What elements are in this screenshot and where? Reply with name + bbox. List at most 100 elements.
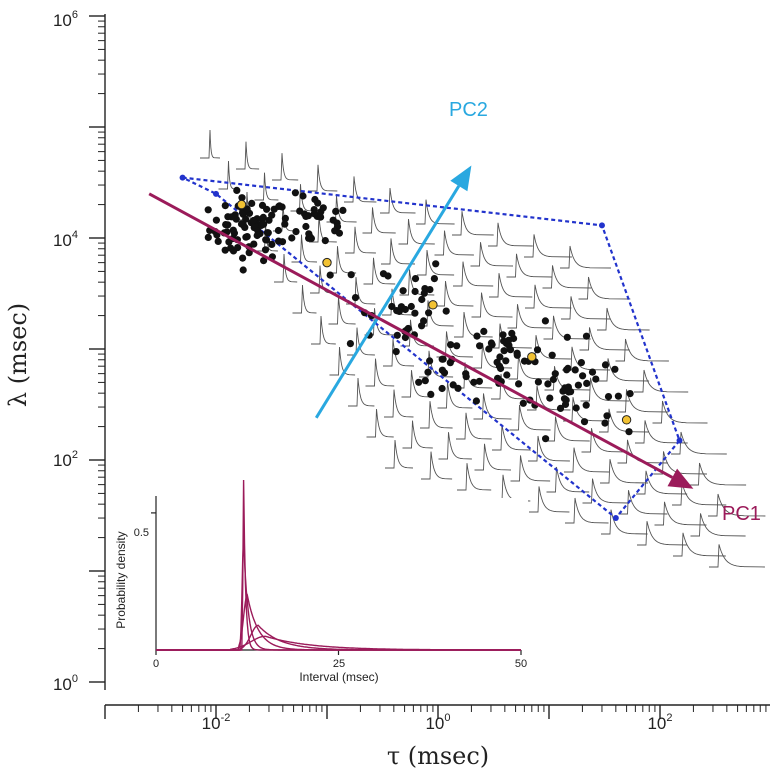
waveform-trace — [402, 420, 433, 449]
data-point — [259, 213, 267, 221]
waveform-trace — [326, 195, 357, 223]
waveform-trace — [524, 234, 572, 258]
waveform-trace — [488, 222, 533, 247]
data-point — [392, 348, 400, 356]
waveform-trace — [345, 226, 376, 254]
waveform-trace — [582, 478, 629, 504]
waveform-trace — [254, 172, 279, 201]
x-tick-label: 100 — [425, 712, 450, 733]
hull-vertex — [598, 222, 605, 229]
highlighted-points — [236, 199, 632, 425]
data-point — [579, 372, 587, 380]
waveform-trace — [654, 501, 707, 526]
waveform-trace — [474, 443, 512, 471]
waveform-trace — [438, 432, 472, 460]
y-tick-label: 102 — [53, 449, 78, 470]
waveform-trace — [380, 187, 416, 214]
data-point — [221, 202, 229, 210]
data-point — [238, 194, 246, 202]
data-point — [321, 237, 329, 245]
waveform-trace — [508, 354, 552, 380]
data-point — [288, 234, 296, 242]
data-point — [263, 205, 271, 213]
data-point — [438, 384, 446, 393]
waveform-trace — [637, 521, 687, 546]
waveform-trace — [344, 176, 377, 203]
waveform-trace — [597, 307, 650, 331]
data-point — [475, 377, 483, 385]
data-point — [227, 244, 235, 252]
data-point — [224, 213, 232, 221]
data-point — [242, 215, 250, 223]
waveform-trace — [635, 420, 688, 444]
data-point — [496, 353, 504, 361]
waveform-trace — [493, 474, 531, 502]
data-point — [488, 341, 496, 349]
waveform-trace — [690, 513, 746, 537]
data-point — [399, 287, 407, 295]
data-point — [592, 375, 600, 383]
waveform-trace — [366, 408, 394, 438]
data-point — [230, 213, 238, 221]
pc2-label: PC2 — [449, 99, 488, 121]
waveform-trace — [434, 230, 474, 256]
waveform-trace — [470, 242, 514, 267]
data-point — [453, 342, 461, 350]
data-point — [243, 233, 251, 241]
y-axis-title: λ (msec) — [4, 303, 32, 407]
waveform-trace — [346, 277, 376, 305]
waveform-trace — [578, 276, 631, 300]
data-point — [212, 216, 220, 224]
data-point — [275, 202, 284, 210]
inset-plot: 0.5 0 25 50 Interval (msec) Probability … — [114, 479, 528, 684]
waveform-trace — [416, 199, 455, 225]
pc2-arrow-line — [314, 185, 461, 419]
data-point — [503, 371, 511, 379]
data-point — [462, 373, 470, 381]
data-point — [401, 333, 409, 342]
data-point — [264, 229, 272, 237]
data-point — [292, 228, 300, 236]
data-point — [347, 271, 355, 279]
data-point — [248, 199, 256, 207]
data-point — [561, 400, 570, 408]
waveform-trace — [652, 400, 708, 424]
data-point — [420, 289, 428, 297]
waveform-trace — [457, 463, 492, 491]
waveform-trace — [421, 451, 453, 480]
waveform-trace — [492, 424, 531, 451]
inset-x-tick-label: 25 — [333, 658, 345, 670]
data-point — [278, 238, 287, 246]
data-point — [302, 222, 310, 231]
data-point — [499, 331, 507, 339]
data-point — [265, 216, 273, 224]
data-point — [281, 220, 289, 228]
pc1-arrow-line — [148, 192, 674, 479]
data-point — [249, 216, 258, 225]
hull-vertex — [213, 190, 219, 197]
waveform-trace — [509, 404, 551, 431]
waveform-trace — [581, 428, 629, 453]
data-point — [317, 213, 325, 221]
data-point — [268, 240, 276, 248]
data-point — [407, 302, 415, 311]
data-point — [404, 324, 412, 333]
data-point — [310, 206, 318, 214]
inset-curves — [156, 479, 521, 651]
data-point — [401, 305, 409, 314]
data-point — [563, 366, 571, 374]
waveform-trace — [454, 311, 493, 338]
waveform-trace — [436, 331, 473, 358]
waveform-trace — [565, 497, 609, 524]
y-tick-label: 100 — [53, 673, 78, 694]
data-point — [513, 351, 521, 359]
data-point — [611, 365, 619, 373]
data-point — [438, 366, 446, 374]
data-point — [281, 214, 289, 222]
data-point — [480, 327, 488, 335]
convex-hull-layer — [179, 174, 683, 522]
data-point — [329, 216, 337, 224]
waveform-trace — [417, 249, 455, 276]
waveform-trace — [510, 455, 551, 482]
waveform-trace — [598, 358, 650, 382]
